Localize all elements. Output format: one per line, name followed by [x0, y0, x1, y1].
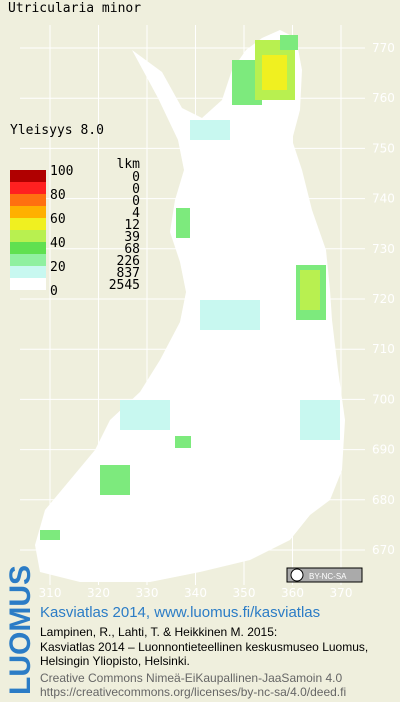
y-label: 720 [372, 292, 395, 306]
cell-cluster [300, 400, 340, 440]
count: 0 [132, 182, 140, 197]
scale-label: 80 [50, 188, 66, 203]
citation-line: Lampinen, R., Lahti, T. & Heikkinen M. 2… [40, 625, 277, 639]
cell-cluster [300, 270, 320, 310]
scale-label: 40 [50, 236, 66, 251]
legend-swatch [10, 206, 46, 218]
x-label: 330 [136, 586, 159, 600]
occurrence-cells [40, 35, 340, 540]
y-label: 750 [372, 141, 395, 155]
count: 4 [132, 206, 140, 221]
brand: LUOMUS [4, 565, 37, 695]
count-header: lkm [117, 157, 141, 172]
legend-swatch [10, 194, 46, 206]
legend-swatch [10, 230, 46, 242]
count: 12 [124, 218, 140, 233]
legend-swatch [10, 182, 46, 194]
scale-label: 0 [50, 284, 58, 299]
license-badge: BY-NC-SA [286, 567, 363, 583]
citation-line: Kasviatlas 2014 – Luonnontieteellinen ke… [40, 640, 368, 654]
count: 0 [132, 194, 140, 209]
y-label: 740 [372, 192, 395, 206]
y-label: 690 [372, 443, 395, 457]
cell-cluster [175, 436, 191, 448]
x-label: 310 [39, 586, 62, 600]
finland-shape [35, 30, 345, 582]
count: 68 [124, 242, 140, 257]
y-label: 710 [372, 342, 395, 356]
legend-swatch [10, 278, 46, 290]
y-label: 730 [372, 242, 395, 256]
legend-swatch [10, 170, 46, 182]
cell-cluster [200, 300, 260, 330]
badge-box [286, 567, 363, 583]
legend-swatch [10, 266, 46, 278]
cell-cluster [40, 530, 60, 540]
cell-cluster [120, 400, 170, 430]
citation-line: Helsingin Yliopisto, Helsinki. [40, 654, 190, 668]
cell-cluster [190, 120, 230, 140]
cell-cluster [100, 465, 130, 495]
species-title: Utricularia minor [8, 1, 141, 16]
x-label: 340 [184, 586, 207, 600]
x-label: 320 [87, 586, 110, 600]
count: 2545 [109, 278, 140, 293]
cell-cluster [176, 208, 190, 238]
count: 0 [132, 170, 140, 185]
scale-label: 20 [50, 260, 66, 275]
x-label: 360 [281, 586, 304, 600]
count: 39 [124, 230, 140, 245]
cc-icon [290, 568, 304, 582]
x-label: 350 [233, 586, 256, 600]
scale-label: 60 [50, 212, 66, 227]
y-label: 700 [372, 392, 395, 406]
legend-swatch [10, 254, 46, 266]
cell-cluster [280, 35, 298, 50]
y-label: 680 [372, 493, 395, 507]
x-label: 370 [330, 586, 353, 600]
scale-label: 100 [50, 164, 73, 179]
headline: Kasviatlas 2014, www.luomus.fi/kasviatla… [40, 604, 320, 621]
count: 226 [117, 254, 140, 269]
badge-text: BY-NC-SA [309, 572, 347, 581]
cell-cluster [262, 55, 287, 90]
count: 837 [117, 266, 140, 281]
license-line: https://creativecommons.org/licenses/by-… [40, 685, 346, 699]
frequency: Yleisyys 8.0 [10, 123, 104, 138]
y-label: 760 [372, 91, 395, 105]
y-label: 670 [372, 543, 395, 557]
legend-swatch [10, 218, 46, 230]
y-label: 770 [372, 41, 395, 55]
license-line: Creative Commons Nimeä-EiKaupallinen-Jaa… [40, 671, 342, 685]
legend-swatch [10, 242, 46, 254]
